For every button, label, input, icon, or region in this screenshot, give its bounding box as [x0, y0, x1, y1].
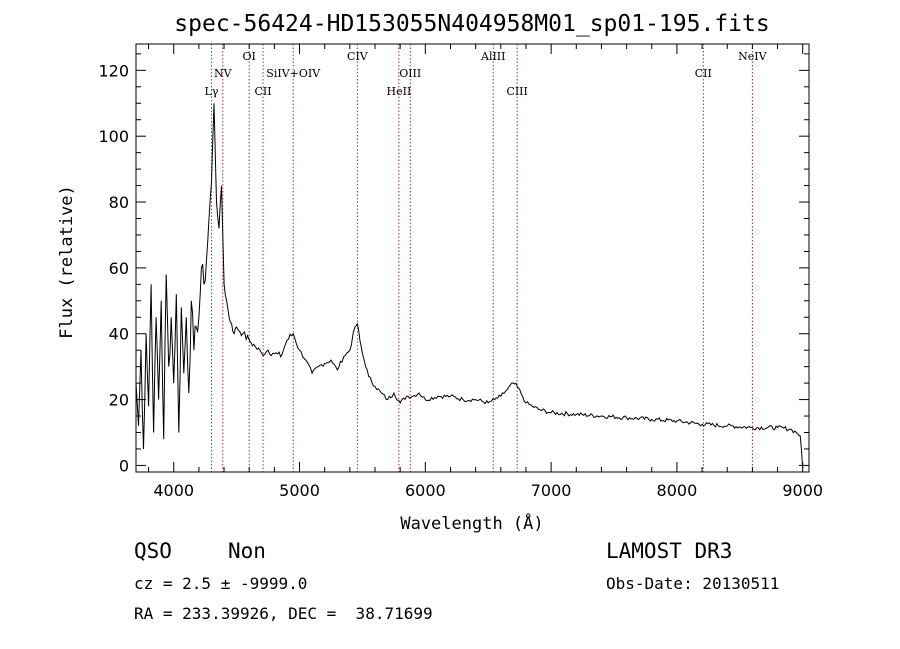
- y-tick-label: 60: [109, 259, 129, 278]
- observation-date: Obs-Date: 20130511: [606, 574, 780, 593]
- emission-line-label: NeIV: [738, 50, 767, 63]
- emission-line-label: HeII: [387, 85, 412, 98]
- y-tick-label: 20: [109, 391, 129, 410]
- spectrum-series: [135, 103, 804, 469]
- x-axis-ticks: 4000 5000 6000 7000 8000 9000: [148, 44, 823, 500]
- x-tick-label: 9000: [782, 481, 823, 500]
- emission-line-markers: [210, 44, 753, 472]
- x-tick-label: 5000: [279, 481, 320, 500]
- x-tick-label: 8000: [657, 481, 698, 500]
- redshift-cz: cz = 2.5 ± -9999.0: [134, 574, 308, 593]
- emission-line-label: CII: [254, 85, 271, 98]
- x-tick-label: 4000: [153, 481, 194, 500]
- y-tick-label: 0: [119, 456, 129, 475]
- chart-title: spec-56424-HD153055N404958M01_sp01-195.f…: [174, 11, 769, 37]
- y-axis-ticks: 0 20 40 60 80 100 120: [98, 53, 809, 475]
- y-tick-label: 40: [109, 325, 129, 344]
- object-class: QSO: [134, 539, 172, 563]
- object-subclass: Non: [228, 539, 266, 563]
- x-tick-label: 6000: [405, 481, 446, 500]
- plot-frame: [135, 43, 810, 473]
- emission-line-label: AlIII: [480, 50, 506, 63]
- y-tick-label: 100: [98, 127, 129, 146]
- y-axis-label: Flux (relative): [57, 185, 77, 339]
- survey-name: LAMOST DR3: [606, 539, 733, 563]
- emission-line-labels: Lγ NV OI CII SiIV+OIV CIV HeII OIII AlIII CIII CII…: [205, 50, 768, 98]
- emission-line-label: OIII: [399, 67, 421, 80]
- emission-line-label: CII: [695, 67, 712, 80]
- y-tick-label: 80: [109, 193, 129, 212]
- emission-line-label: OI: [243, 50, 256, 63]
- emission-line-label: CIV: [347, 50, 369, 63]
- emission-line-label: NV: [214, 67, 233, 80]
- x-tick-label: 7000: [531, 481, 572, 500]
- emission-line-label: SiIV+OIV: [266, 67, 321, 80]
- ra-dec: RA = 233.39926, DEC = 38.71699: [134, 604, 433, 623]
- y-tick-label: 120: [98, 61, 129, 80]
- x-axis-label: Wavelength (Å): [400, 512, 543, 534]
- emission-line-label: Lγ: [205, 85, 219, 98]
- emission-line-label: CIII: [506, 85, 527, 98]
